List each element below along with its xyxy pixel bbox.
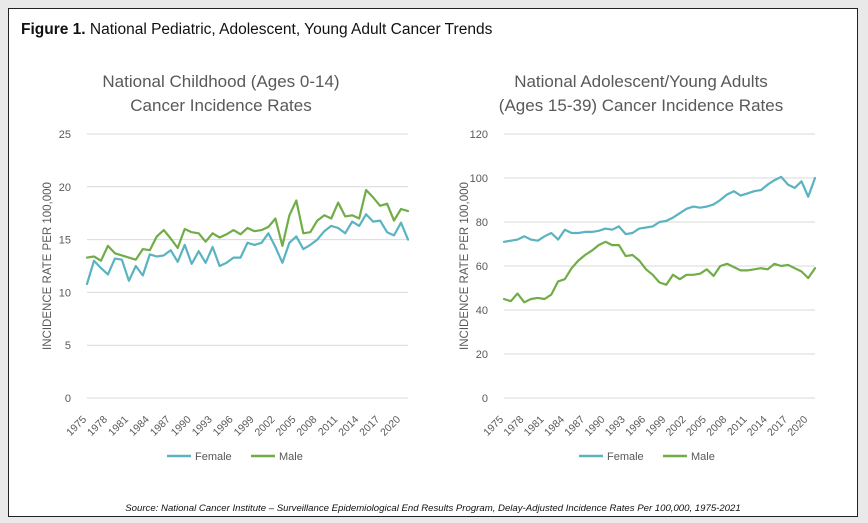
- y-tick-label: 20: [59, 182, 71, 194]
- x-tick-label: 2008: [704, 414, 729, 439]
- x-tick-label: 1990: [583, 414, 608, 439]
- x-tick-label: 2014: [745, 414, 770, 439]
- x-tick-label: 1975: [481, 414, 506, 439]
- x-tick-label: 2008: [294, 414, 319, 439]
- x-tick-label: 1981: [522, 414, 547, 439]
- x-tick-label: 1999: [643, 414, 668, 439]
- chart-title-line2: Cancer Incidence Rates: [130, 96, 312, 115]
- figure-frame: Figure 1. National Pediatric, Adolescent…: [8, 8, 858, 517]
- x-tick-label: 2011: [725, 414, 750, 439]
- x-tick-label: 2002: [253, 414, 278, 439]
- x-tick-label: 1978: [85, 414, 110, 439]
- x-tick-label: 2017: [357, 414, 382, 439]
- figure-title-text: National Pediatric, Adolescent, Young Ad…: [89, 21, 493, 38]
- x-tick-label: 2017: [765, 414, 790, 439]
- y-tick-label: 10: [59, 287, 71, 299]
- x-tick-label: 1999: [232, 414, 257, 439]
- y-axis-label: INCIDENCE RATE PER 100,000: [459, 182, 471, 350]
- y-tick-label: 20: [476, 349, 488, 361]
- x-tick-label: 2005: [273, 414, 298, 439]
- y-tick-label: 80: [476, 217, 488, 229]
- x-tick-label: 2002: [664, 414, 689, 439]
- x-tick-label: 1990: [169, 414, 194, 439]
- x-tick-label: 1996: [211, 414, 236, 439]
- x-tick-label: 1978: [501, 414, 526, 439]
- legend-label-female: Female: [607, 451, 644, 463]
- y-axis-label: INCIDENCE RATE PER 100,000: [42, 182, 54, 350]
- aya-chart: National Adolescent/Young Adults (Ages 1…: [441, 9, 841, 479]
- x-tick-label: 1987: [562, 414, 587, 439]
- x-tick-label: 2014: [336, 414, 361, 439]
- y-tick-label: 60: [476, 261, 488, 273]
- y-tick-label: 120: [470, 129, 488, 141]
- x-tick-label: 1987: [148, 414, 173, 439]
- legend-label-female: Female: [195, 451, 232, 463]
- series-line-male: [502, 240, 817, 304]
- y-tick-label: 0: [482, 393, 488, 405]
- figure-title: Figure 1. National Pediatric, Adolescent…: [21, 21, 492, 39]
- y-tick-label: 25: [59, 129, 71, 141]
- series-line-female: [502, 175, 817, 243]
- x-tick-label: 1984: [542, 414, 567, 439]
- x-tick-label: 2011: [316, 414, 341, 439]
- x-tick-label: 1975: [64, 414, 89, 439]
- chart-title-line2: (Ages 15-39) Cancer Incidence Rates: [498, 96, 784, 115]
- y-tick-label: 15: [59, 235, 71, 247]
- x-tick-label: 2020: [785, 414, 810, 439]
- legend-label-male: Male: [691, 451, 715, 463]
- chart-title-line1: National Childhood (Ages 0-14): [102, 72, 340, 91]
- y-tick-label: 5: [65, 340, 71, 352]
- y-tick-label: 0: [65, 393, 71, 405]
- source-note: Source: National Cancer Institute – Surv…: [125, 503, 741, 514]
- x-tick-label: 1993: [190, 414, 215, 439]
- x-tick-label: 2005: [684, 414, 709, 439]
- x-tick-label: 2020: [378, 414, 403, 439]
- childhood-chart: National Childhood (Ages 0-14) Cancer In…: [21, 9, 421, 479]
- series-line-female: [85, 213, 410, 286]
- childhood-chart-plot: 0 5 10 15 20 25 INCIDENCE RATE PER 100,000 1975…: [42, 129, 410, 463]
- x-tick-label: 1993: [603, 414, 628, 439]
- y-tick-label: 40: [476, 305, 488, 317]
- x-tick-label: 1984: [127, 414, 152, 439]
- chart-title-line1: National Adolescent/Young Adults: [514, 72, 768, 91]
- figure-label: Figure 1.: [21, 21, 86, 38]
- legend-label-male: Male: [279, 451, 303, 463]
- x-tick-label: 1981: [106, 414, 131, 439]
- x-tick-label: 1996: [623, 414, 648, 439]
- aya-chart-plot: 0 20 40 60 80 100 120 INCIDENCE RATE PER 100,00…: [459, 129, 817, 463]
- series-line-male: [85, 188, 410, 262]
- y-tick-label: 100: [470, 173, 488, 185]
